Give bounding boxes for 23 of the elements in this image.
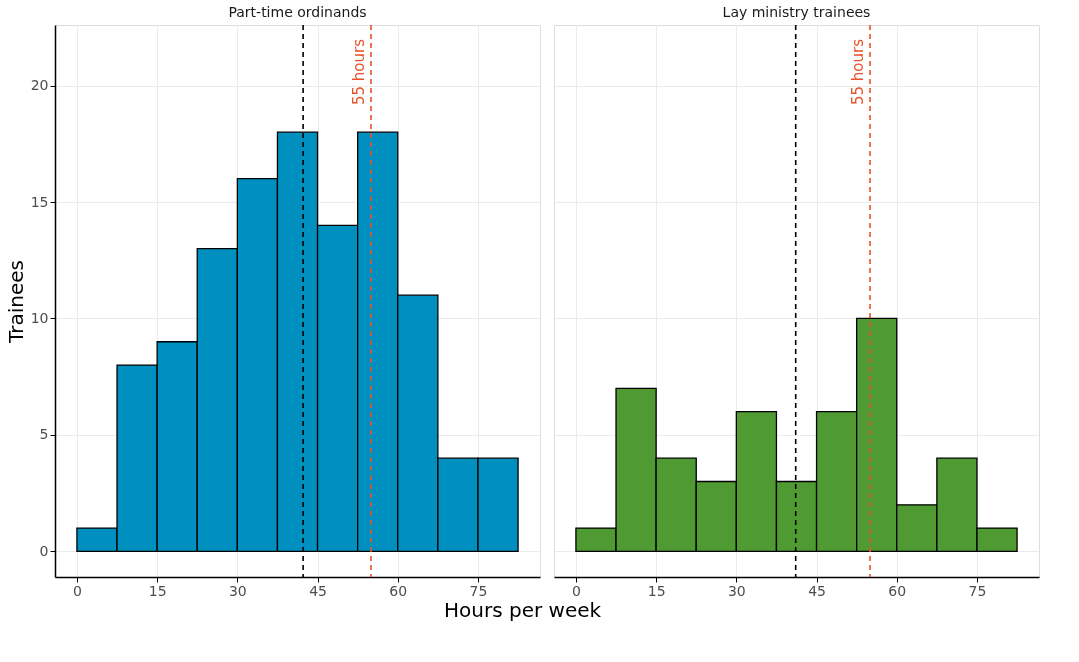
x-tick-label: 60 <box>389 582 408 599</box>
x-tick-label: 30 <box>727 582 746 599</box>
x-tick-label: 0 <box>72 582 82 599</box>
chart-title: Part-time ordinands <box>228 4 367 21</box>
y-tick-label: 15 <box>30 193 49 210</box>
x-tick-label: 45 <box>808 582 826 599</box>
y-tick-label: 20 <box>30 77 49 94</box>
x-tick-label: 15 <box>647 582 666 599</box>
y-axis-title: Trainees <box>3 259 28 345</box>
y-tick-label: 0 <box>39 542 49 559</box>
x-tick-label: 45 <box>309 582 327 599</box>
y-tick-label: 10 <box>30 309 49 326</box>
x-tick-label: 60 <box>888 582 907 599</box>
ref-line-label: 55 hours <box>849 38 868 106</box>
ref-line-label: 55 hours <box>350 38 369 106</box>
x-tick-label: 75 <box>469 582 488 599</box>
x-tick-label: 0 <box>571 582 581 599</box>
x-tick-label: 30 <box>228 582 247 599</box>
x-tick-label: 75 <box>968 582 987 599</box>
x-tick-label: 15 <box>148 582 167 599</box>
y-tick-label: 5 <box>39 426 49 443</box>
chart-title: Lay ministry trainees <box>722 4 871 21</box>
x-axis-title: Hours per week <box>444 597 602 622</box>
